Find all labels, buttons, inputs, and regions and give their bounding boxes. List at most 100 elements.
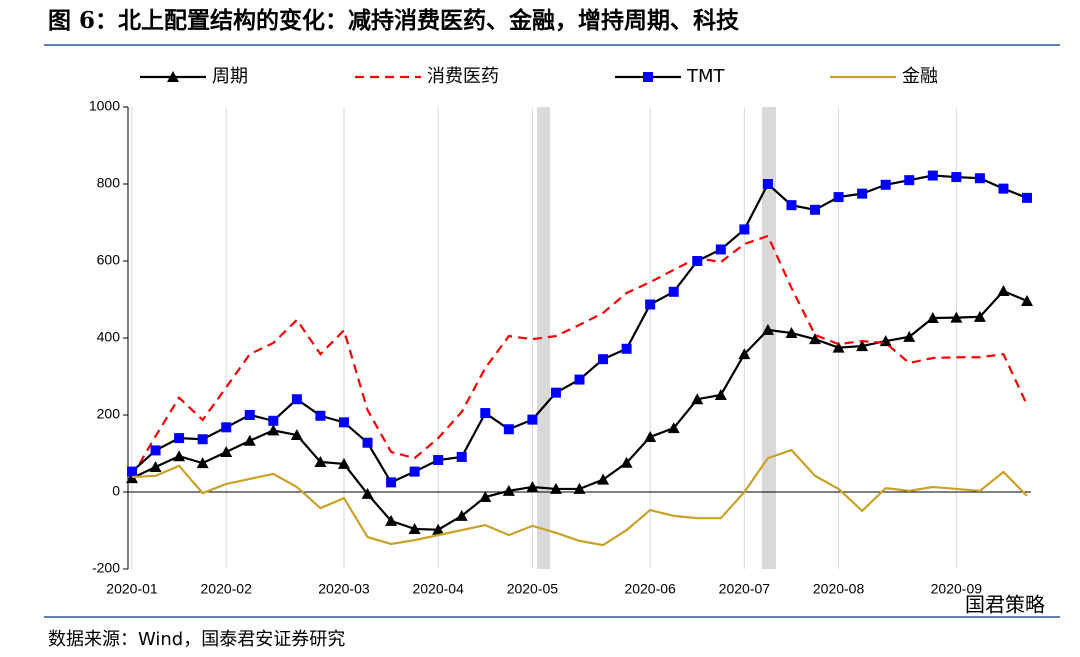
point <box>692 256 703 266</box>
point <box>621 343 632 354</box>
point <box>927 170 938 181</box>
point <box>291 394 302 405</box>
point <box>480 408 491 419</box>
x-tick-label: 2020-09 <box>931 581 983 597</box>
point <box>1022 192 1032 203</box>
point <box>409 466 420 477</box>
point <box>362 437 373 448</box>
chart-title: 图 6：北上配置结构的变化：减持消费医药、金融，增持周期、科技 <box>48 7 740 34</box>
legend-label: 金融 <box>902 66 938 87</box>
point <box>857 188 868 199</box>
series-line <box>131 448 1028 547</box>
legend-marker <box>643 72 653 82</box>
highlight-band <box>762 107 776 569</box>
point <box>174 433 185 444</box>
point <box>950 311 963 323</box>
x-tick-label: 2020-03 <box>318 581 370 597</box>
point <box>761 323 774 335</box>
point <box>833 192 844 203</box>
point <box>715 244 726 255</box>
point <box>408 522 421 534</box>
point <box>880 179 891 190</box>
point <box>714 388 727 400</box>
point <box>645 299 656 310</box>
point <box>691 393 704 405</box>
point <box>386 477 397 488</box>
point <box>244 410 255 420</box>
point <box>173 450 186 462</box>
point <box>785 326 798 338</box>
point <box>904 175 915 186</box>
point <box>550 387 561 398</box>
legend-label: 消费医药 <box>427 66 499 87</box>
legend-label: 周期 <box>212 66 248 87</box>
point <box>290 429 303 441</box>
series-line <box>131 174 1028 484</box>
point <box>574 374 585 385</box>
legend-marker <box>167 71 179 82</box>
point <box>903 330 916 342</box>
x-tick-label: 2020-06 <box>624 581 676 597</box>
point <box>738 348 751 360</box>
point <box>433 455 444 466</box>
point <box>456 451 467 462</box>
point <box>196 457 209 469</box>
y-tick-label: 800 <box>97 175 121 191</box>
point <box>432 523 445 535</box>
point <box>1021 295 1033 307</box>
point <box>974 173 985 184</box>
source: 数据来源：Wind，国泰君安证券研究 <box>48 629 345 650</box>
y-tick-label: 200 <box>97 406 121 422</box>
x-tick-label: 2020-02 <box>201 581 253 597</box>
series-line <box>131 234 1028 478</box>
point <box>479 491 492 503</box>
point <box>667 422 680 434</box>
point <box>973 310 986 322</box>
y-tick-label: 600 <box>97 252 121 268</box>
series-line <box>131 289 1028 531</box>
point <box>926 311 939 323</box>
point <box>502 484 515 496</box>
point <box>220 445 233 457</box>
point <box>126 472 138 484</box>
point <box>951 172 962 183</box>
y-tick-label: -200 <box>92 560 120 576</box>
point <box>739 224 750 235</box>
point <box>668 286 679 297</box>
point <box>455 509 468 521</box>
point <box>149 460 162 472</box>
point <box>997 285 1010 297</box>
x-tick-label: 2020-07 <box>719 581 771 597</box>
point <box>810 204 821 215</box>
point <box>338 417 349 428</box>
point <box>573 482 586 494</box>
point <box>597 473 610 485</box>
point <box>337 457 350 469</box>
point <box>221 422 232 433</box>
point <box>268 415 279 426</box>
point <box>549 482 562 494</box>
highlight-band <box>537 107 550 569</box>
point <box>809 333 822 345</box>
point <box>786 200 797 211</box>
point <box>762 179 773 189</box>
point <box>998 183 1009 194</box>
x-tick-label: 2020-05 <box>507 581 559 597</box>
x-tick-label: 2020-04 <box>412 581 464 597</box>
point <box>503 424 514 435</box>
point <box>150 445 161 456</box>
point <box>644 430 657 442</box>
point <box>267 424 280 436</box>
point <box>598 354 609 365</box>
point <box>856 340 869 352</box>
point <box>832 341 845 353</box>
point <box>127 466 137 477</box>
point <box>315 410 326 421</box>
point <box>527 414 538 425</box>
y-tick-label: 1000 <box>89 98 120 114</box>
point <box>243 434 256 446</box>
point <box>385 514 398 526</box>
watermark: 国君策略 <box>965 593 1045 617</box>
legend-label: TMT <box>686 66 726 87</box>
